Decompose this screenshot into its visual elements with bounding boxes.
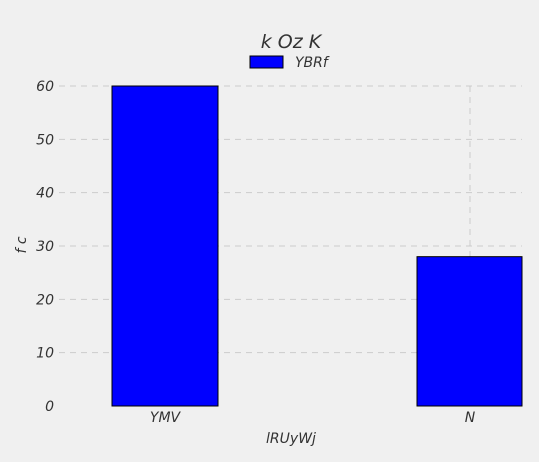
y-tick-label-40: 40 [36, 186, 54, 202]
y-axis-ticks: 0 10 20 30 40 50 60 [36, 79, 54, 415]
bar-n [416, 256, 523, 407]
y-tick-label-50: 50 [36, 132, 54, 148]
bars [111, 85, 523, 407]
x-axis-label: lRUyWj [266, 431, 316, 447]
x-tick-label-ymv: YMV [150, 410, 182, 426]
legend-swatch-ybrf [249, 55, 284, 69]
y-tick-label-60: 60 [36, 79, 54, 95]
y-tick-label-0: 0 [45, 399, 54, 415]
y-tick-label-10: 10 [36, 346, 54, 362]
y-tick-label-30: 30 [36, 239, 54, 255]
x-tick-label-n: N [465, 410, 476, 426]
y-tick-label-20: 20 [36, 292, 54, 308]
y-axis-label: f c [14, 236, 30, 253]
x-axis-ticks: YMV N [150, 410, 476, 426]
plot-area: 0 10 20 30 40 50 60 YMV N [36, 79, 523, 426]
legend: YBRf [249, 55, 330, 71]
bar-ymv [111, 85, 219, 407]
chart-title: k Oz K [261, 31, 323, 53]
legend-label-ybrf: YBRf [295, 55, 330, 71]
